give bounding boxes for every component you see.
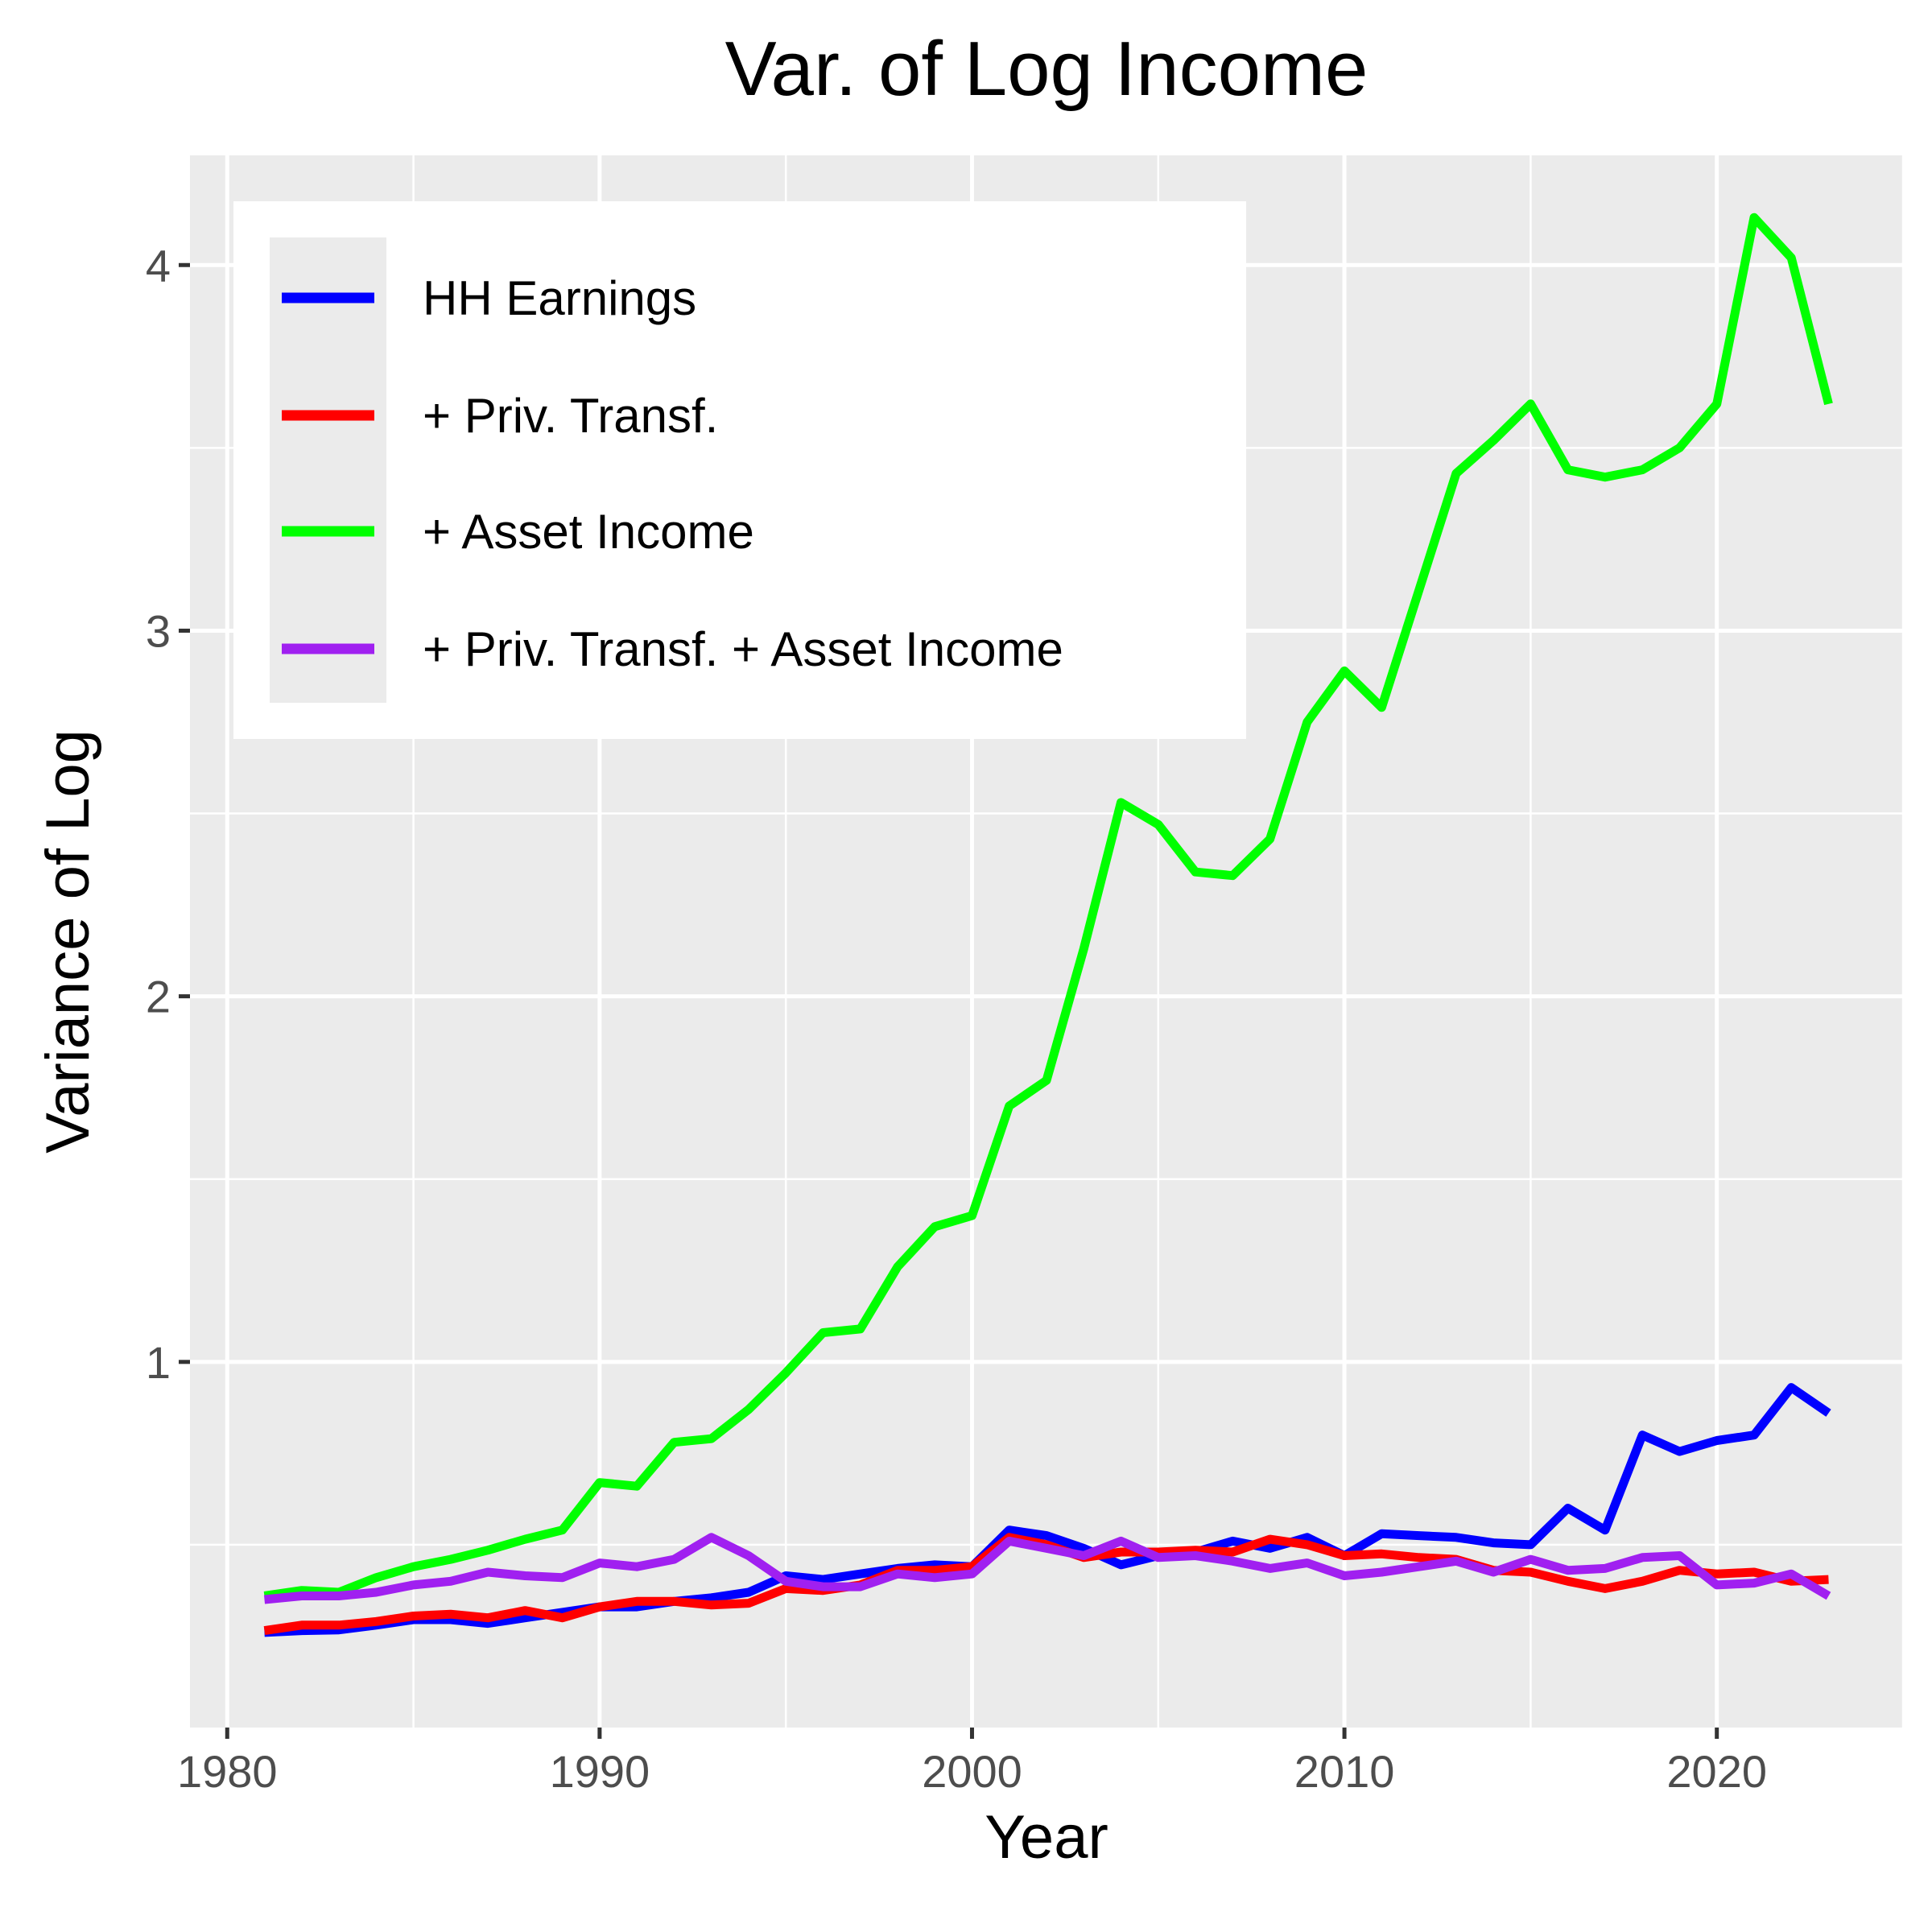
grid-minor	[190, 155, 1905, 1728]
y-tick-label: 3	[146, 605, 171, 656]
x-axis-title: Year	[985, 1803, 1108, 1872]
legend-label-4: + Priv. Transf. + Asset Income	[423, 622, 1063, 676]
legend-label-2: + Priv. Transf.	[423, 389, 718, 443]
y-axis: 1 2 3 4	[146, 240, 190, 1388]
x-axis: 1980 1990 2000 2010 2020	[177, 1728, 1767, 1797]
series-line-4	[263, 1533, 1831, 1604]
series-line-1	[264, 1383, 1831, 1637]
legend-key-background	[270, 237, 386, 703]
y-tick-label: 4	[146, 240, 171, 291]
legend-box	[233, 201, 1246, 739]
y-tick-label: 1	[146, 1337, 171, 1388]
x-tick-label: 2010	[1294, 1746, 1395, 1797]
y-tick-label: 2	[146, 972, 171, 1022]
legend-label-3: + Asset Income	[423, 505, 754, 559]
x-tick-label: 2000	[922, 1746, 1022, 1797]
legend: HH Earnings + Priv. Transf. + Asset Income…	[233, 201, 1246, 739]
chart-title: Var. of Log Income	[725, 26, 1368, 112]
x-tick-label: 1980	[177, 1746, 278, 1797]
series-line-3	[263, 213, 1833, 1600]
y-axis-title: Variance of Log	[34, 729, 102, 1154]
series-lines	[263, 213, 1833, 1637]
x-tick-label: 2020	[1666, 1746, 1767, 1797]
legend-label-1: HH Earnings	[423, 271, 696, 325]
x-tick-label: 1990	[550, 1746, 650, 1797]
